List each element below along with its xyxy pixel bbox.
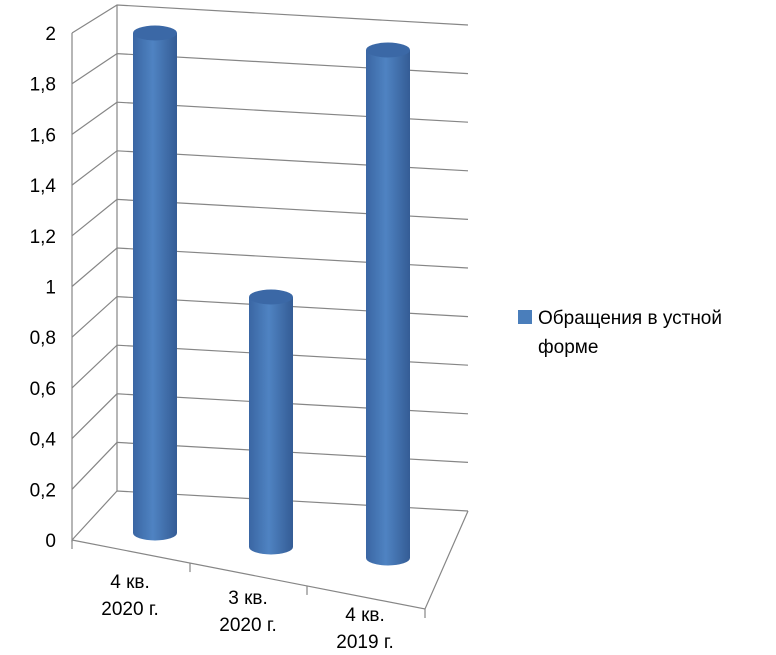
y-tick-label: 1,8 xyxy=(30,75,56,96)
x-tick-labels: 4 кв. 2020 г. 3 кв. 2020 г. 4 кв. 2019 г. xyxy=(101,572,393,653)
y-tick-label: 1,6 xyxy=(30,125,56,146)
bars xyxy=(133,25,410,566)
y-tick-labels: 0 0,2 0,4 0,6 0,8 1 1,2 1,4 1,6 1,8 2 xyxy=(30,24,57,552)
x-tick-label: 4 кв. 2019 г. xyxy=(336,605,393,653)
legend: Обращения в устной форме xyxy=(518,308,722,358)
axes xyxy=(71,5,469,618)
y-tick-label: 0,4 xyxy=(30,430,57,451)
x-tick-label: 3 кв. 2020 г. xyxy=(219,588,276,636)
bar xyxy=(249,289,293,555)
gridline xyxy=(71,4,469,34)
y-tick-label: 0,6 xyxy=(30,379,56,400)
bar xyxy=(366,42,410,566)
legend-label: Обращения в устной форме xyxy=(538,308,722,358)
legend-swatch xyxy=(518,310,532,324)
y-tick-label: 1,2 xyxy=(30,227,56,248)
y-tick-label: 2 xyxy=(45,24,56,45)
x-tick-label: 4 кв. 2020 г. xyxy=(101,572,158,620)
y-tick-label: 0 xyxy=(45,531,56,552)
y-tick-label: 0,8 xyxy=(30,328,56,349)
y-tick-label: 0,2 xyxy=(30,480,56,501)
y-tick-label: 1,4 xyxy=(30,176,57,197)
bar xyxy=(133,25,177,541)
y-tick-label: 1 xyxy=(45,278,56,299)
